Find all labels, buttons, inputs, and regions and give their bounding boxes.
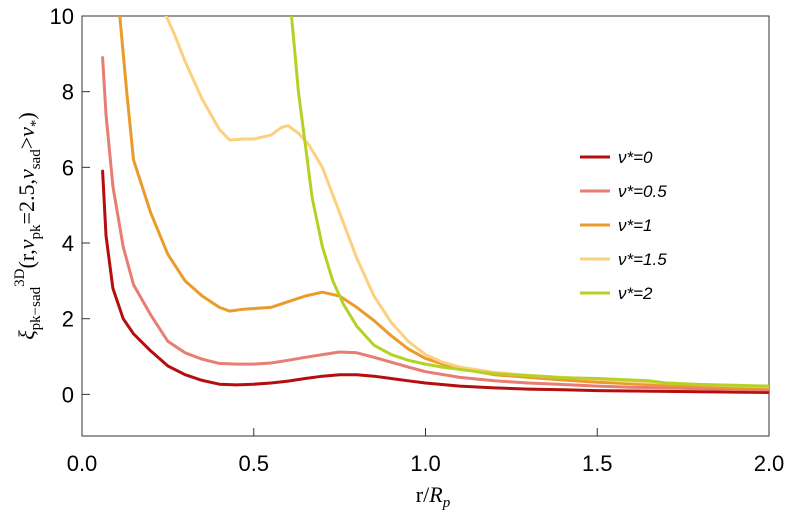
legend-label: ν*=1.5: [618, 250, 667, 269]
x-tick-label: 0.5: [238, 451, 269, 476]
series-line-0: [101, 169, 769, 394]
legend: ν*=0 ν*=0.5 ν*=1 ν*=1.5 ν*=2: [580, 148, 667, 303]
axis-ticks: 0.0 0.5 1.0 1.5 2.0 0 2 4 6 8 10: [50, 4, 785, 476]
y-tick-label: 2: [62, 307, 74, 332]
legend-label: ν*=0: [618, 148, 653, 167]
y-axis-title: ξpk−sad3D(r,νpk=2.5,νsad>ν*): [12, 112, 44, 339]
x-tick-label: 1.5: [582, 451, 613, 476]
x-tick-label: 0.0: [67, 451, 98, 476]
series-line-2: [118, 16, 769, 390]
series-line-4: [290, 16, 769, 388]
legend-label: ν*=1: [618, 216, 653, 235]
x-tick-label: 2.0: [754, 451, 785, 476]
y-tick-label: 0: [62, 382, 74, 407]
legend-label: ν*=0.5: [618, 182, 667, 201]
y-tick-label: 8: [62, 80, 74, 105]
x-axis-title: r/Rp: [416, 482, 451, 511]
series-group: [101, 16, 769, 394]
legend-label: ν*=2: [618, 284, 653, 303]
y-tick-label: 4: [62, 231, 74, 256]
series-line-3: [164, 16, 769, 389]
series-line-1: [101, 56, 769, 392]
svg-text:ξpk−sad3D(r,νpk=2.5,νsad>ν*): ξpk−sad3D(r,νpk=2.5,νsad>ν*): [12, 112, 44, 339]
y-tick-label: 6: [62, 155, 74, 180]
y-tick-label: 10: [50, 4, 74, 29]
x-tick-label: 1.0: [410, 451, 441, 476]
